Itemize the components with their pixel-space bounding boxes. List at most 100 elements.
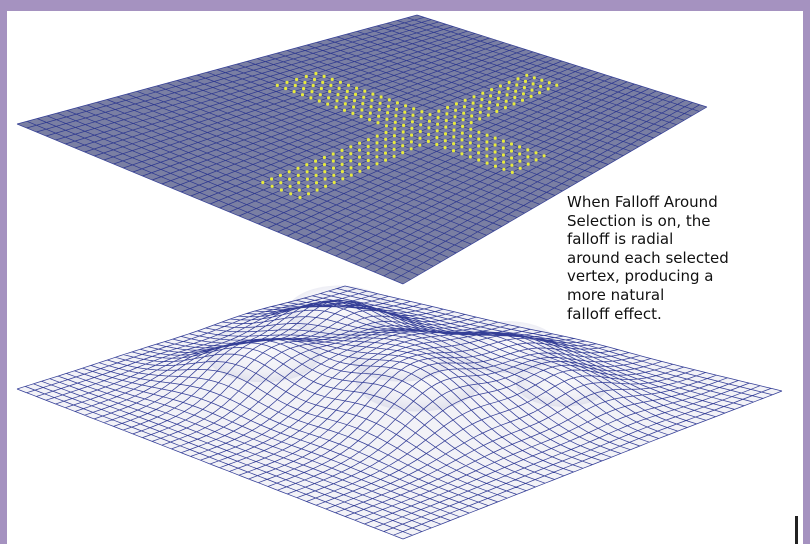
selected-vertex [479, 104, 483, 108]
selected-vertex [419, 123, 423, 127]
selected-vertex [427, 126, 431, 130]
selected-vertex [530, 88, 534, 92]
selected-vertex [532, 76, 536, 80]
selected-vertex [477, 130, 481, 134]
selected-vertex [504, 99, 508, 103]
selected-vertex [485, 154, 489, 158]
selected-vertices [261, 71, 559, 200]
selected-vertex [460, 138, 464, 142]
selected-vertex [369, 105, 373, 109]
selected-vertex [446, 105, 450, 110]
selected-vertex [321, 80, 325, 84]
selected-vertex [342, 108, 347, 112]
selected-vertex [327, 96, 331, 100]
selected-vertex [412, 107, 416, 111]
selected-vertex [435, 142, 439, 147]
selected-vertex [493, 136, 497, 140]
caption-line: vertex, producing a [567, 267, 714, 286]
selected-vertex [495, 109, 499, 113]
selected-vertex [392, 147, 396, 151]
selected-vertex [453, 115, 457, 119]
selected-vertex [330, 77, 334, 81]
selected-vertex [336, 93, 340, 97]
selected-vertex [488, 100, 492, 104]
selected-vertex [386, 111, 390, 115]
selected-vertex [428, 113, 432, 117]
selected-vertex [362, 95, 366, 99]
selected-vertex [401, 144, 405, 148]
selected-vertex [303, 80, 307, 85]
falloff-caption: When Falloff Around Selection is on, the… [567, 193, 803, 323]
selected-vertex [296, 173, 300, 177]
selected-vertex [444, 125, 448, 129]
selected-vertex [509, 149, 514, 153]
selected-vertex [472, 95, 476, 99]
selected-vertex [477, 137, 481, 141]
selected-vertex [384, 158, 388, 162]
selected-vertex [486, 113, 490, 117]
selected-vertex [288, 184, 292, 188]
selected-vertex [331, 166, 336, 170]
selected-vertex [376, 121, 380, 125]
selected-vertex [468, 134, 473, 138]
selected-vertex [443, 139, 447, 143]
selected-vertex [314, 166, 318, 170]
selected-vertex [366, 158, 370, 163]
selected-vertex [368, 118, 372, 122]
selected-vertex [435, 129, 439, 133]
selected-vertex [452, 135, 456, 139]
selected-vertex [304, 74, 308, 79]
selected-vertex [332, 173, 336, 177]
selected-vertex [510, 170, 514, 174]
selected-vertex [370, 98, 374, 102]
selected-vertex [322, 74, 326, 78]
selected-vertex [493, 150, 497, 154]
selected-vertex [403, 110, 407, 114]
selected-vertex [358, 141, 362, 145]
selected-vertex [451, 149, 456, 153]
selected-vertex [292, 90, 296, 94]
selected-vertex [349, 145, 353, 149]
selected-vertex [375, 134, 379, 138]
selected-vertex [349, 173, 353, 177]
selected-vertex [387, 98, 391, 102]
selected-vertex [518, 159, 522, 163]
selected-vertex [328, 89, 332, 94]
selected-vertex [355, 86, 359, 90]
selected-vertex [384, 137, 388, 141]
selected-vertex [547, 81, 551, 85]
selected-vertex [501, 139, 505, 143]
selected-vertex [270, 177, 274, 181]
selected-vertex [386, 104, 390, 108]
selected-vertex [452, 142, 456, 146]
selected-vertex [366, 138, 370, 142]
selected-vertex [510, 163, 514, 167]
selected-vertex [352, 99, 357, 103]
selected-vertex [341, 177, 345, 181]
selected-vertex [522, 86, 527, 90]
selected-vertex [289, 192, 293, 196]
selected-vertex [454, 102, 458, 106]
selected-vertex [401, 137, 405, 141]
selected-vertex [377, 108, 381, 112]
selected-vertex [507, 80, 511, 84]
selected-vertex [306, 192, 311, 196]
selected-vertex [366, 144, 370, 149]
selected-vertex [371, 92, 375, 96]
selected-vertex [377, 114, 381, 118]
flat-plane-surface [17, 15, 707, 284]
selected-vertex [314, 71, 318, 76]
selected-vertex [360, 108, 364, 112]
selected-vertex [312, 77, 317, 82]
selected-vertex [383, 151, 388, 155]
selected-vertex [503, 106, 507, 110]
selected-vertex [357, 155, 362, 159]
selected-vertex [546, 87, 550, 91]
selected-vertex [493, 143, 497, 147]
selected-vertex [469, 121, 473, 125]
selected-vertex [513, 95, 517, 100]
selected-vertex [436, 116, 440, 120]
selected-vertex [409, 140, 413, 144]
selected-vertex [462, 105, 466, 109]
selected-vertex [410, 126, 414, 130]
